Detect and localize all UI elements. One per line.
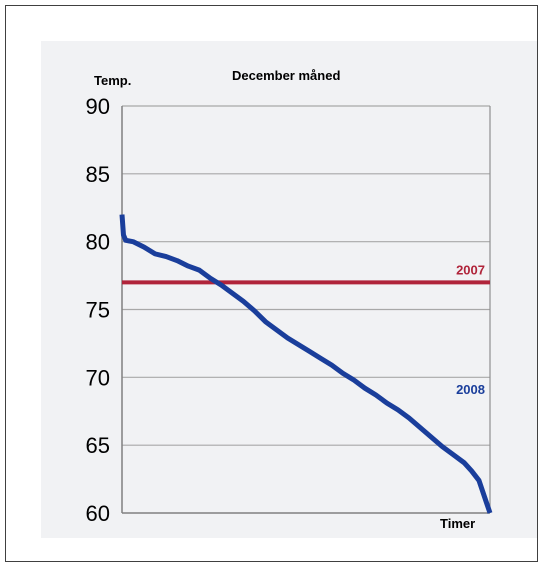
y-axis-label: Temp. (94, 73, 131, 88)
gridlines (121, 105, 491, 514)
y-tick-labels: 90 85 80 75 70 65 60 (86, 94, 110, 526)
y-tick-label: 65 (86, 433, 110, 458)
y-tick-label: 80 (86, 230, 110, 255)
y-tick-label: 60 (86, 501, 110, 526)
chart-title: December måned (232, 68, 340, 83)
y-tick-label: 70 (86, 365, 110, 390)
y-tick-label: 85 (86, 162, 110, 187)
y-tick-label: 75 (86, 298, 110, 323)
y-tick-label: 90 (86, 94, 110, 119)
series-labels: 2007 2008 (456, 262, 485, 397)
series-label-2008: 2008 (456, 382, 485, 397)
x-axis-label: Timer (440, 516, 475, 531)
series-label-2007: 2007 (456, 262, 485, 277)
series-line-2008 (119, 214, 493, 514)
series-lines (119, 214, 493, 514)
